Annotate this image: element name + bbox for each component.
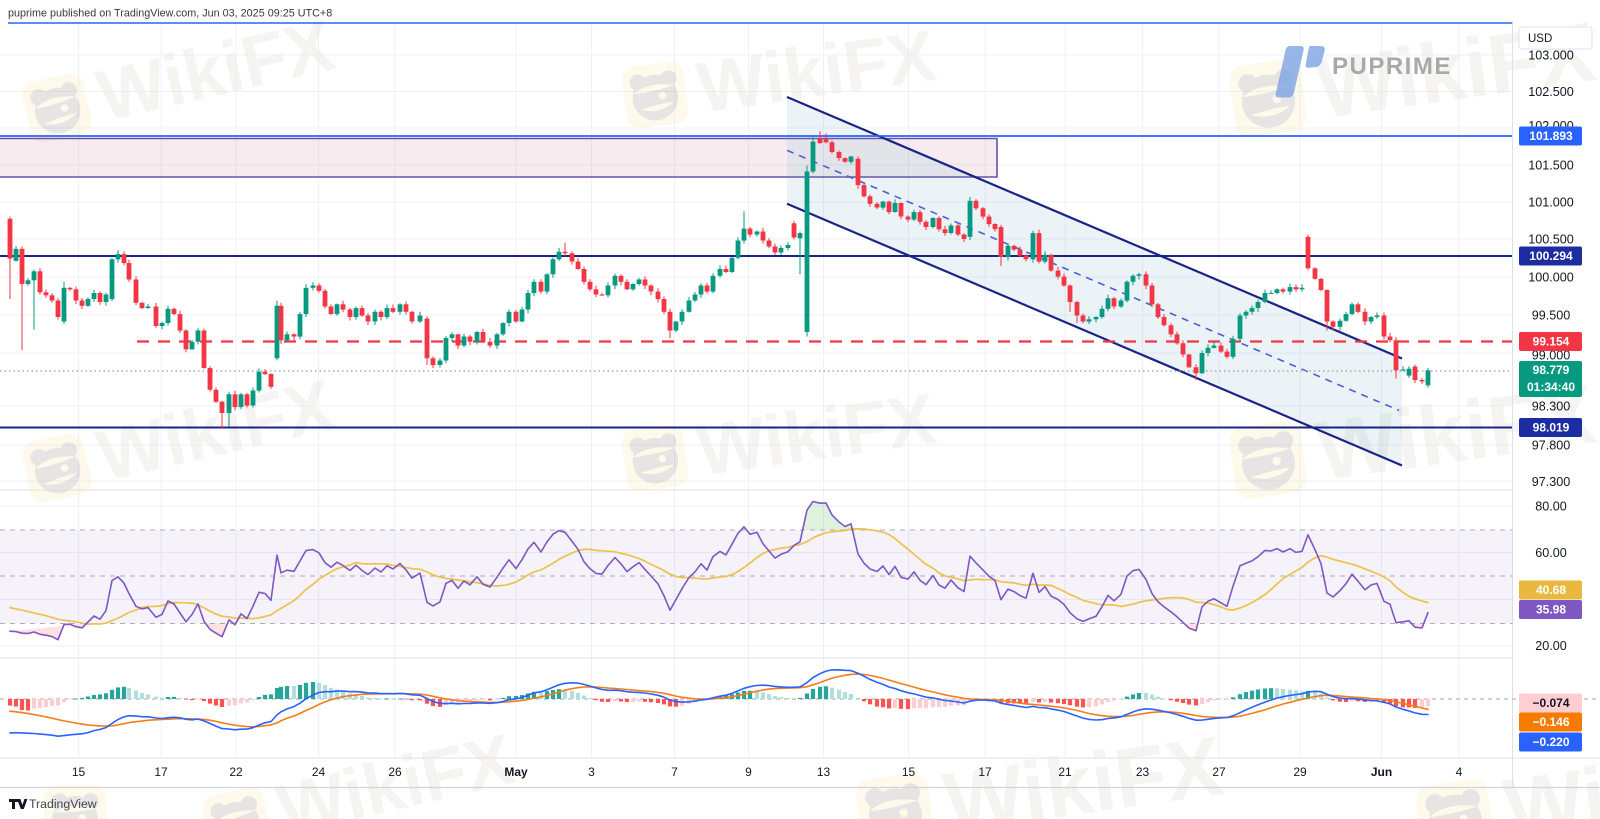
svg-text:98.300: 98.300 — [1532, 399, 1571, 413]
svg-text:9: 9 — [745, 765, 752, 779]
svg-text:−0.220: −0.220 — [1532, 735, 1569, 749]
svg-text:PUPRIME: PUPRIME — [1332, 53, 1452, 80]
svg-text:17: 17 — [978, 765, 992, 779]
svg-text:100.294: 100.294 — [1529, 249, 1573, 263]
svg-text:17: 17 — [154, 765, 168, 779]
svg-text:98.779: 98.779 — [1533, 363, 1570, 377]
svg-text:27: 27 — [1212, 765, 1226, 779]
svg-text:−0.074: −0.074 — [1532, 696, 1569, 710]
svg-text:26: 26 — [388, 765, 402, 779]
svg-text:20.00: 20.00 — [1535, 639, 1567, 653]
svg-text:103.000: 103.000 — [1528, 48, 1574, 62]
svg-text:99.154: 99.154 — [1533, 335, 1570, 349]
svg-text:puprime published on TradingVi: puprime published on TradingView.com, Ju… — [8, 8, 332, 20]
svg-text:100.500: 100.500 — [1528, 232, 1574, 246]
svg-text:98.019: 98.019 — [1533, 421, 1570, 435]
svg-text:15: 15 — [902, 765, 916, 779]
svg-text:13: 13 — [817, 765, 831, 779]
svg-text:102.500: 102.500 — [1528, 85, 1574, 99]
svg-text:15: 15 — [72, 765, 86, 779]
svg-text:01:34:40: 01:34:40 — [1527, 380, 1575, 394]
svg-text:3: 3 — [588, 765, 595, 779]
svg-text:4: 4 — [1456, 765, 1463, 779]
svg-text:97.800: 97.800 — [1532, 438, 1571, 452]
svg-text:97.300: 97.300 — [1532, 475, 1571, 489]
svg-text:May: May — [504, 765, 528, 779]
svg-text:7: 7 — [671, 765, 678, 779]
svg-text:101.500: 101.500 — [1528, 158, 1574, 172]
svg-text:60.00: 60.00 — [1535, 546, 1567, 560]
svg-text:101.000: 101.000 — [1528, 195, 1574, 209]
svg-text:24: 24 — [312, 765, 326, 779]
svg-text:23: 23 — [1136, 765, 1150, 779]
svg-text:22: 22 — [229, 765, 243, 779]
svg-text:TradingView: TradingView — [29, 797, 97, 811]
svg-text:29: 29 — [1293, 765, 1307, 779]
svg-text:100.000: 100.000 — [1528, 270, 1574, 284]
svg-text:99.500: 99.500 — [1532, 308, 1571, 322]
svg-text:Jun: Jun — [1371, 765, 1392, 779]
svg-text:101.893: 101.893 — [1529, 129, 1573, 143]
svg-text:35.98: 35.98 — [1536, 603, 1566, 617]
svg-text:40.68: 40.68 — [1536, 583, 1566, 597]
svg-text:99.000: 99.000 — [1532, 348, 1571, 362]
svg-text:21: 21 — [1058, 765, 1072, 779]
svg-text:USD: USD — [1528, 33, 1552, 45]
svg-text:−0.146: −0.146 — [1532, 715, 1569, 729]
svg-text:80.00: 80.00 — [1535, 499, 1567, 513]
